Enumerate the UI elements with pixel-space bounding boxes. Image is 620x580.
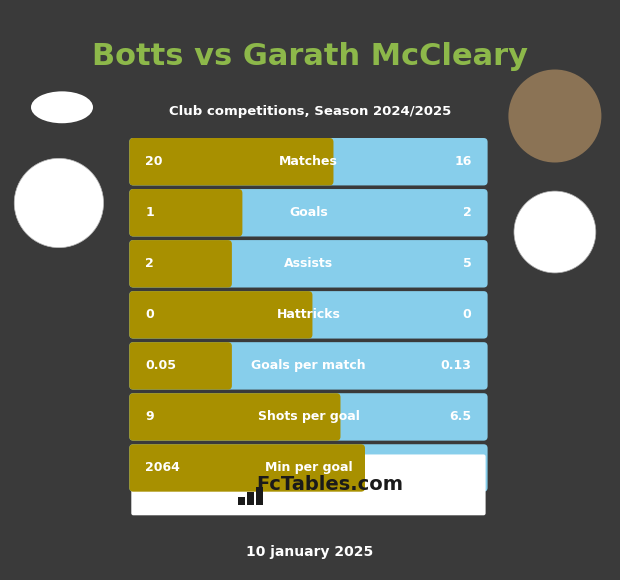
- Text: 6.5: 6.5: [450, 411, 472, 423]
- Circle shape: [514, 191, 596, 273]
- FancyBboxPatch shape: [130, 138, 487, 186]
- FancyBboxPatch shape: [130, 393, 340, 441]
- FancyBboxPatch shape: [130, 189, 487, 237]
- FancyBboxPatch shape: [257, 487, 264, 505]
- FancyBboxPatch shape: [130, 189, 242, 237]
- Text: 0: 0: [145, 309, 154, 321]
- Circle shape: [14, 158, 104, 248]
- FancyBboxPatch shape: [130, 291, 312, 339]
- FancyBboxPatch shape: [130, 291, 487, 339]
- Text: 1043: 1043: [436, 462, 472, 474]
- FancyBboxPatch shape: [130, 342, 487, 390]
- Text: Matches: Matches: [279, 155, 338, 168]
- Text: Hattricks: Hattricks: [277, 309, 340, 321]
- Text: 0.13: 0.13: [441, 360, 472, 372]
- FancyBboxPatch shape: [130, 393, 487, 441]
- FancyBboxPatch shape: [130, 240, 232, 288]
- FancyBboxPatch shape: [130, 444, 487, 492]
- Text: 2: 2: [145, 258, 154, 270]
- FancyBboxPatch shape: [130, 138, 334, 186]
- Text: 0: 0: [463, 309, 472, 321]
- Text: 5: 5: [463, 258, 472, 270]
- Text: Min per goal: Min per goal: [265, 462, 352, 474]
- Text: Goals per match: Goals per match: [251, 360, 366, 372]
- Text: Club competitions, Season 2024/2025: Club competitions, Season 2024/2025: [169, 105, 451, 118]
- Text: 10 january 2025: 10 january 2025: [246, 545, 374, 559]
- Ellipse shape: [31, 92, 93, 124]
- Text: 0.05: 0.05: [145, 360, 176, 372]
- FancyBboxPatch shape: [247, 492, 254, 505]
- FancyBboxPatch shape: [130, 444, 365, 492]
- Text: Botts vs Garath McCleary: Botts vs Garath McCleary: [92, 42, 528, 71]
- Text: Goals: Goals: [289, 206, 328, 219]
- Text: 2064: 2064: [145, 462, 180, 474]
- FancyBboxPatch shape: [130, 342, 232, 390]
- FancyBboxPatch shape: [130, 240, 487, 288]
- Text: 9: 9: [145, 411, 154, 423]
- Text: 1: 1: [145, 206, 154, 219]
- FancyBboxPatch shape: [131, 455, 485, 515]
- Text: FcTables.com: FcTables.com: [256, 476, 403, 494]
- Text: Assists: Assists: [284, 258, 333, 270]
- FancyBboxPatch shape: [238, 497, 246, 505]
- Text: Shots per goal: Shots per goal: [257, 411, 360, 423]
- Circle shape: [508, 70, 601, 162]
- Text: 20: 20: [145, 155, 163, 168]
- Text: 16: 16: [454, 155, 472, 168]
- Text: 2: 2: [463, 206, 472, 219]
